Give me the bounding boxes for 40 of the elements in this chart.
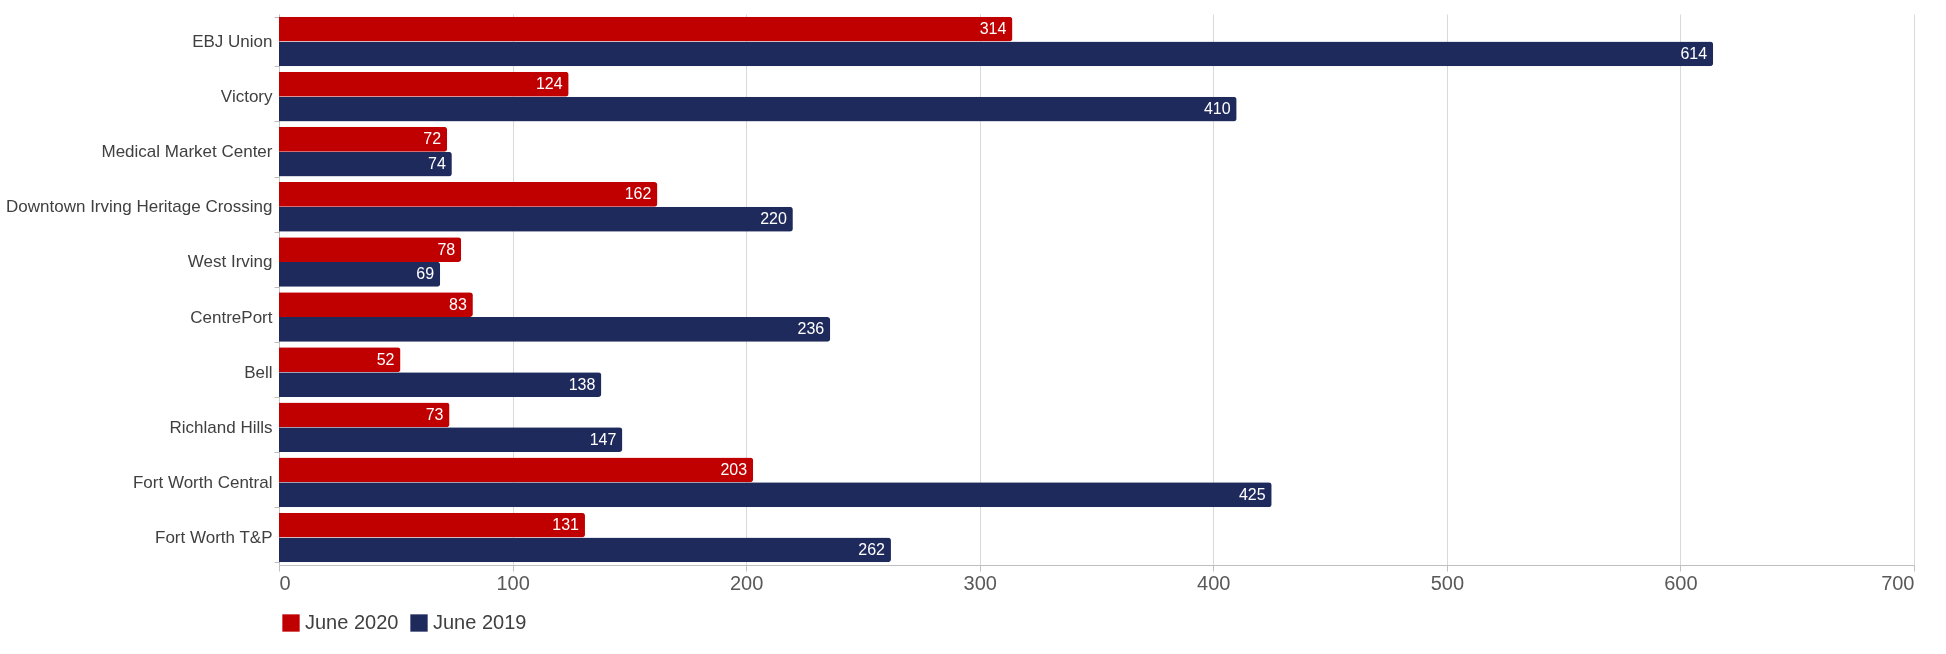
y-tick-label: Downtown Irving Heritage Crossing bbox=[6, 197, 273, 217]
data-label: 73 bbox=[425, 405, 444, 423]
data-label: 147 bbox=[589, 430, 617, 448]
legend-label: June 2019 bbox=[433, 611, 527, 633]
data-label: 78 bbox=[437, 240, 456, 258]
data-label: 72 bbox=[423, 130, 442, 148]
y-tick-label: West Irving bbox=[187, 252, 273, 272]
data-label: 131 bbox=[552, 516, 580, 534]
y-tick-label: Bell bbox=[244, 362, 273, 382]
x-tick-label: 300 bbox=[963, 571, 997, 594]
data-label: 236 bbox=[797, 320, 825, 338]
data-label: 314 bbox=[979, 20, 1007, 38]
legend-label: June 2020 bbox=[305, 611, 399, 633]
data-label: 124 bbox=[535, 75, 563, 93]
data-label: 425 bbox=[1238, 485, 1266, 503]
data-label: 74 bbox=[428, 155, 446, 173]
data-label: 138 bbox=[568, 375, 596, 393]
x-tick-label: 500 bbox=[1430, 571, 1465, 594]
y-tick-label: EBJ Union bbox=[192, 32, 273, 52]
data-label: 203 bbox=[720, 460, 748, 478]
x-tick-label: 100 bbox=[496, 571, 530, 594]
y-tick-label: Medical Market Center bbox=[101, 142, 273, 162]
data-label: 83 bbox=[449, 295, 467, 313]
data-label: 220 bbox=[760, 210, 787, 228]
y-tick-label: Victory bbox=[220, 87, 273, 107]
x-tick-label: 700 bbox=[1881, 571, 1915, 594]
y-tick-label: Fort Worth T&P bbox=[155, 527, 273, 547]
x-tick-label: 400 bbox=[1197, 571, 1231, 594]
x-tick-label: 0 bbox=[279, 571, 291, 594]
data-label: 162 bbox=[624, 185, 652, 203]
x-tick-label: 200 bbox=[729, 571, 764, 594]
y-tick-label: Fort Worth Central bbox=[132, 472, 273, 492]
data-label: 262 bbox=[858, 540, 886, 558]
data-label: 52 bbox=[376, 350, 395, 368]
y-tick-label: CentrePort bbox=[190, 307, 273, 327]
y-tick-label: Richland Hills bbox=[169, 417, 273, 437]
x-tick-label: 600 bbox=[1664, 571, 1698, 594]
data-label: 69 bbox=[416, 265, 435, 283]
data-label: 614 bbox=[1680, 44, 1708, 62]
data-label: 410 bbox=[1203, 100, 1231, 118]
